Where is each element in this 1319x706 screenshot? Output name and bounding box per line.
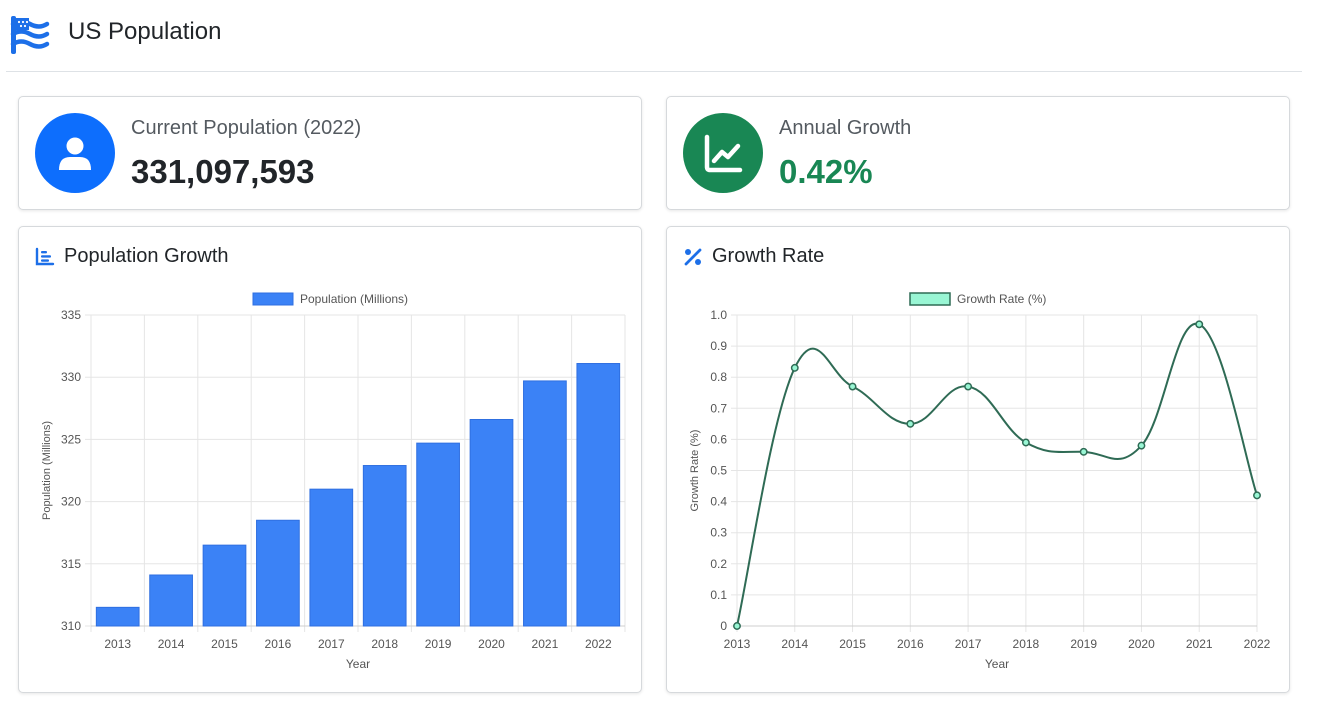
y-tick-label: 0.6 — [710, 432, 727, 446]
growth-rate-title: Growth Rate — [683, 245, 824, 268]
data-point — [964, 382, 973, 391]
annual-growth-card: Annual Growth 0.42% — [666, 96, 1290, 210]
y-tick-label: 0.4 — [710, 495, 727, 509]
legend-label: Growth Rate (%) — [957, 292, 1046, 306]
y-tick-label: 335 — [61, 308, 81, 322]
bar — [256, 519, 300, 627]
x-tick-label: 2021 — [1186, 637, 1213, 651]
data-point — [1195, 320, 1204, 329]
population-label: Current Population (2022) — [131, 117, 362, 139]
percent-icon — [684, 248, 702, 265]
growth-rate-line — [736, 322, 1258, 627]
bar — [523, 380, 567, 627]
page-title: US Population — [68, 18, 222, 45]
data-point — [848, 382, 857, 391]
y-tick-label: 0.9 — [710, 339, 727, 353]
user-icon — [59, 137, 91, 170]
x-tick-label: 2016 — [265, 637, 292, 651]
data-point — [1079, 447, 1088, 456]
bar — [202, 544, 247, 627]
growth-label: Annual Growth — [779, 117, 912, 139]
x-tick-label: 2018 — [371, 637, 398, 651]
y-tick-label: 330 — [61, 370, 81, 384]
y-axis-title: Growth Rate (%) — [689, 430, 701, 512]
y-tick-label: 0.3 — [710, 526, 727, 540]
data-point — [733, 622, 741, 630]
y-tick-label: 315 — [61, 557, 81, 571]
y-tick-label: 0 — [720, 619, 727, 633]
population-growth-title: Population Growth — [35, 245, 229, 268]
legend-swatch — [252, 292, 294, 306]
x-tick-label: 2014 — [158, 637, 185, 651]
page-header: US Population — [6, 0, 1302, 72]
data-point — [906, 419, 915, 428]
x-tick-label: 2015 — [839, 637, 866, 651]
bar — [149, 574, 193, 627]
bar — [416, 442, 460, 627]
growth-icon-circle — [683, 113, 763, 193]
legend-swatch — [909, 292, 951, 306]
x-axis-title: Year — [346, 657, 370, 671]
growth-rate-line-chart: 0 0.1 0.2 0.3 0.4 0.5 0.6 0.7 0.8 0.9 1.0 2013 2014 2… — [689, 292, 1271, 671]
x-axis-title: Year — [985, 657, 1009, 671]
y-tick-label: 0.8 — [710, 370, 727, 384]
data-point — [1021, 438, 1030, 447]
bar — [469, 418, 514, 627]
population-growth-card: Population Growth 310 315 320 325 330 335 2013… — [18, 226, 642, 693]
y-axis-title: Population (Millions) — [41, 421, 53, 520]
x-tick-label: 2013 — [724, 637, 751, 651]
x-tick-label: 2016 — [897, 637, 924, 651]
population-growth-title-text: Population Growth — [64, 245, 229, 267]
x-tick-label: 2019 — [425, 637, 452, 651]
y-tick-label: 0.1 — [710, 588, 727, 602]
data-point — [1253, 491, 1261, 500]
data-point — [790, 363, 799, 372]
x-tick-label: 2022 — [585, 637, 612, 651]
y-tick-label: 0.2 — [710, 557, 727, 571]
legend-label: Population (Millions) — [300, 292, 408, 306]
y-tick-label: 325 — [61, 432, 81, 446]
y-tick-label: 0.7 — [710, 401, 727, 415]
bar-chart-icon — [35, 247, 55, 265]
x-tick-label: 2013 — [104, 637, 131, 651]
population-value: 331,097,593 — [131, 153, 315, 190]
x-tick-label: 2014 — [781, 637, 808, 651]
x-tick-label: 2020 — [1128, 637, 1155, 651]
y-tick-label: 1.0 — [710, 308, 727, 322]
growth-rate-card: Growth Rate 0 0.1 0.2 0.3 0.4 0.5 0.6 0.7 0.8 0.9… — [666, 226, 1290, 693]
population-bar-chart: 310 315 320 325 330 335 2013 2014 2015 2016 2017 20… — [41, 292, 626, 671]
x-tick-label: 2020 — [478, 637, 505, 651]
growth-value: 0.42% — [779, 153, 873, 190]
bar — [309, 488, 354, 627]
y-tick-label: 0.5 — [710, 464, 727, 478]
x-tick-label: 2018 — [1013, 637, 1040, 651]
chart-line-icon — [704, 134, 743, 173]
growth-rate-title-text: Growth Rate — [712, 245, 825, 267]
data-point — [1137, 441, 1146, 450]
x-tick-label: 2022 — [1244, 637, 1271, 651]
population-icon-circle — [35, 113, 115, 193]
bar — [362, 465, 407, 627]
us-flag-icon — [10, 16, 50, 54]
x-tick-label: 2015 — [211, 637, 238, 651]
current-population-card: Current Population (2022) 331,097,593 — [18, 96, 642, 210]
x-tick-label: 2017 — [318, 637, 345, 651]
y-tick-label: 320 — [61, 495, 81, 509]
x-tick-label: 2019 — [1070, 637, 1097, 651]
x-tick-label: 2017 — [955, 637, 982, 651]
bar — [576, 363, 621, 627]
x-tick-label: 2021 — [532, 637, 559, 651]
bar — [95, 606, 140, 627]
y-tick-label: 310 — [61, 619, 81, 633]
